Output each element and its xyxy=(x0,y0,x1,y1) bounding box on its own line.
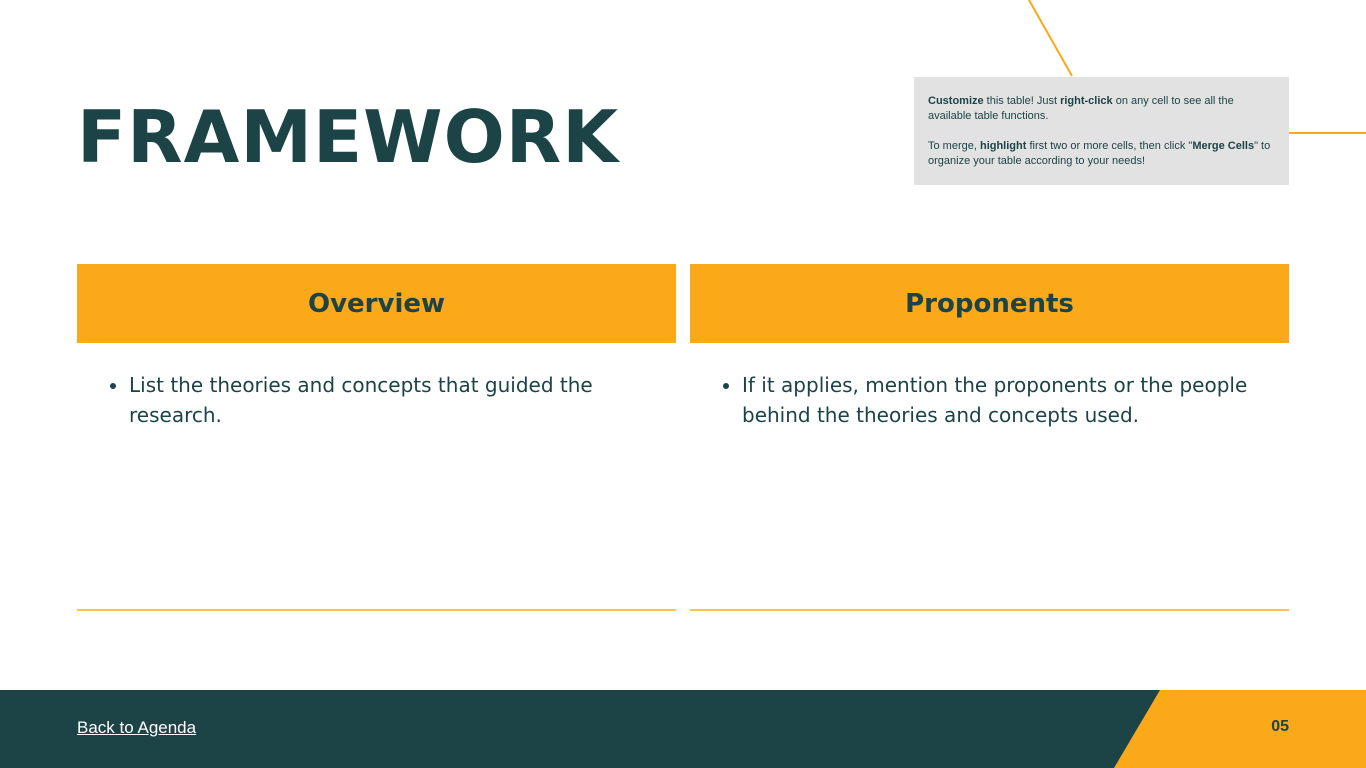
tip-line-2: To merge, highlight first two or more ce… xyxy=(928,139,1277,169)
customize-tip-box: Customize this table! Just right-click o… xyxy=(914,77,1289,185)
proponents-bullet-list: If it applies, mention the proponents or… xyxy=(690,370,1270,430)
overview-bullet: List the theories and concepts that guid… xyxy=(129,370,637,430)
table-bottom-rule-right xyxy=(690,609,1289,611)
tip-text: on any cell to see all the available tab… xyxy=(928,95,1234,122)
table-cell-proponents[interactable]: If it applies, mention the proponents or… xyxy=(690,370,1270,430)
table-header-proponents[interactable]: Proponents xyxy=(690,264,1289,343)
table-cell-overview[interactable]: List the theories and concepts that guid… xyxy=(77,370,637,430)
tip-text: To merge, xyxy=(928,140,980,152)
tip-bold-text: highlight xyxy=(979,140,1027,152)
tip-bold-text: right-click xyxy=(1060,95,1113,107)
overview-bullet-list: List the theories and concepts that guid… xyxy=(77,370,637,430)
tip-line-1: Customize this table! Just right-click o… xyxy=(928,94,1277,124)
tip-bold-text: Customize xyxy=(928,95,984,107)
footer-bar: Back to Agenda 05 xyxy=(0,690,1366,768)
table-bottom-rule-left xyxy=(77,609,676,611)
table-header-overview[interactable]: Overview xyxy=(77,264,676,343)
tip-text: first two or more cells, then click " xyxy=(1026,140,1193,152)
tip-text: " to organize your table according to yo… xyxy=(928,140,1271,167)
tip-bold-text: Merge Cells xyxy=(1192,140,1255,152)
tip-text: this table! Just xyxy=(983,95,1061,107)
proponents-bullet: If it applies, mention the proponents or… xyxy=(742,370,1270,430)
back-to-agenda-link[interactable]: Back to Agenda xyxy=(77,718,197,737)
page-title: FRAMEWORK xyxy=(77,95,620,179)
page-number: 05 xyxy=(1271,718,1289,735)
footer-accent-shape xyxy=(1114,690,1366,768)
